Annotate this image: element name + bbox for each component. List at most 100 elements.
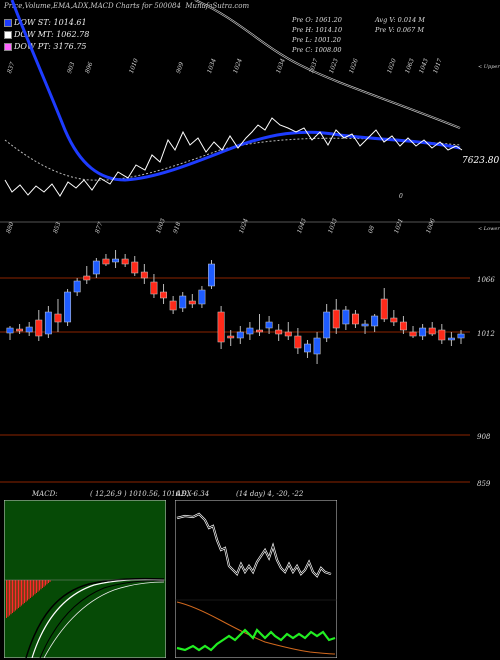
adx-label: ADX <box>176 490 192 498</box>
candle-body <box>121 258 129 265</box>
macd-histogram <box>6 580 51 618</box>
macd-bar <box>49 580 51 582</box>
candle-body <box>54 313 62 323</box>
macd-params: ( 12,26,9 ) 1010.56, 1016.9, -6.34 <box>90 490 210 498</box>
macd-bar <box>25 580 27 602</box>
pre-volume: Pre V: 0.067 M <box>375 26 425 34</box>
candle-body <box>44 311 52 335</box>
candle-body <box>428 327 436 335</box>
macd-bar <box>33 580 34 596</box>
candle-body <box>169 300 177 311</box>
stray-label: 0 <box>399 193 403 200</box>
macd-bar <box>36 580 37 593</box>
macd-bar <box>34 580 36 595</box>
candle-body <box>131 261 139 274</box>
pre-close: Pre C: 1008.00 <box>292 46 342 54</box>
candles-group <box>6 250 465 364</box>
candle-body <box>380 298 388 320</box>
price-line <box>4 117 463 197</box>
macd-bar <box>40 580 42 590</box>
ema-mid-line <box>4 137 461 181</box>
macd-bar <box>19 580 21 607</box>
macd-bar <box>43 580 45 587</box>
pre-high: Pre H: 1014.10 <box>292 26 343 34</box>
pre-open: Pre O: 1061.20 <box>292 16 342 24</box>
candle-body <box>188 300 196 305</box>
candle-body <box>371 315 379 327</box>
ema-short-line <box>10 0 461 182</box>
candle-body <box>208 263 215 287</box>
macd-bar <box>24 580 25 603</box>
macd-bar <box>18 580 19 608</box>
macd-line-1 <box>31 579 165 658</box>
legend-dow-st: DOW ST: 1014.61 <box>4 18 87 27</box>
avg-volume: Avg V: 0.014 M <box>375 16 425 24</box>
macd-line-4 <box>43 581 165 658</box>
candle-body <box>227 335 235 339</box>
candle-body <box>150 281 158 295</box>
candle-body <box>25 326 33 333</box>
pre-low: Pre L: 1001.20 <box>292 36 341 44</box>
candle-body <box>92 260 100 275</box>
chart-title: Price,Volume,EMA,ADX,MACD Charts for 500… <box>4 2 250 10</box>
candle-body <box>16 328 24 332</box>
macd-label: MACD: <box>32 490 58 498</box>
candle-body <box>275 329 283 335</box>
candle-body <box>112 258 120 263</box>
macd-bar <box>27 580 28 601</box>
macd-bar <box>16 580 18 610</box>
adx-panel <box>175 500 337 658</box>
candle-body <box>179 295 187 309</box>
axis-1012: 1012 <box>477 330 495 338</box>
macd-bar <box>21 580 22 606</box>
legend-dow-pt: DOW PT: 3176.75 <box>4 42 87 51</box>
candle-body <box>64 291 72 323</box>
candle-body <box>236 331 244 339</box>
macd-bar <box>22 580 24 605</box>
candle-body <box>35 319 43 337</box>
macd-bar <box>9 580 10 616</box>
macd-bar <box>39 580 40 591</box>
candle-body <box>361 323 369 327</box>
macd-panel <box>4 500 166 658</box>
candle-body <box>265 321 273 329</box>
macd-bar <box>31 580 33 597</box>
candle-body <box>332 309 340 329</box>
lower-label: < Lower <box>478 226 500 232</box>
candle-body <box>323 311 331 339</box>
legend-dow-mt: DOW MT: 1062.78 <box>4 30 89 39</box>
macd-bar <box>12 580 13 613</box>
candle-body <box>160 291 167 299</box>
candle-body <box>73 280 81 293</box>
candle-body <box>457 333 465 339</box>
macd-bar <box>15 580 16 611</box>
last-price-label: 7623.80 <box>462 156 500 166</box>
macd-bar <box>48 580 49 583</box>
macd-bar <box>6 580 7 618</box>
candle-body <box>198 289 206 305</box>
ema-long-line-inner <box>194 0 461 129</box>
upper-label: < Upper <box>478 64 500 70</box>
adx-white-line-inner <box>176 513 332 577</box>
axis-859: 859 <box>477 480 491 488</box>
candle-body <box>399 321 407 331</box>
adx-green-line <box>176 628 336 652</box>
adx-params: (14 day) 4, -20, -22 <box>236 490 304 498</box>
axis-908: 908 <box>477 433 491 441</box>
candle-body <box>438 329 446 341</box>
macd-bar <box>45 580 46 586</box>
macd-bar <box>28 580 30 600</box>
candle-body <box>304 343 311 353</box>
candle-body <box>284 331 292 337</box>
macd-bar <box>13 580 15 612</box>
candle-body <box>313 337 321 355</box>
candle-body <box>419 327 427 337</box>
macd-bar <box>42 580 43 588</box>
candle-body <box>390 317 398 323</box>
macd-line-2 <box>25 577 165 658</box>
macd-bar <box>10 580 12 615</box>
candle-body <box>342 309 350 325</box>
candle-body <box>217 311 225 343</box>
adx-orange-line <box>176 601 336 655</box>
